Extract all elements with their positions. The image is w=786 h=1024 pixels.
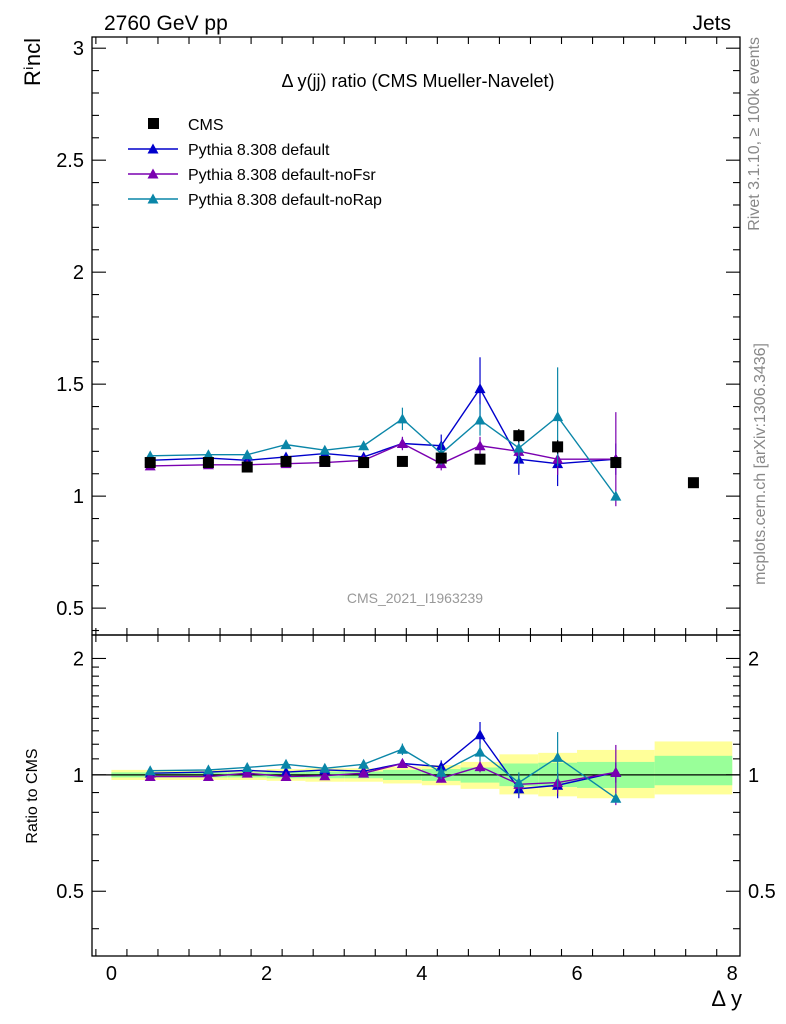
series-point bbox=[202, 449, 214, 460]
ratio-y-tick-label: 2 bbox=[73, 648, 84, 670]
ratio-y-axis-label: Ratio to CMS bbox=[24, 748, 41, 843]
main-ticks: 0.5 1 1.5 2 2.5 3 bbox=[56, 37, 740, 635]
legend-marker bbox=[147, 143, 159, 154]
data-point bbox=[280, 455, 292, 467]
series-point bbox=[241, 449, 253, 460]
series-point bbox=[144, 771, 156, 782]
series-point bbox=[202, 764, 214, 775]
series-point bbox=[358, 767, 370, 778]
series-point bbox=[610, 766, 622, 777]
watermark: CMS_2021_I1963239 bbox=[347, 590, 483, 606]
series-point bbox=[610, 792, 622, 803]
series-line bbox=[150, 442, 616, 467]
series-point bbox=[513, 442, 525, 453]
series-point bbox=[474, 383, 486, 394]
series-point bbox=[435, 766, 447, 777]
data-point bbox=[435, 452, 447, 464]
data-point bbox=[474, 453, 486, 465]
data-point bbox=[687, 477, 699, 489]
legend-marker bbox=[147, 193, 159, 204]
legend-marker bbox=[147, 168, 159, 179]
y-axis-label: Rⁱncl bbox=[20, 38, 45, 86]
series-point bbox=[396, 413, 408, 424]
y-tick-label: 2.5 bbox=[56, 150, 84, 172]
x-tick-label: 4 bbox=[416, 963, 427, 985]
ratio-y-tick-label: 1 bbox=[73, 765, 84, 787]
legend-label: Pythia 8.308 default bbox=[188, 142, 330, 159]
series-point bbox=[474, 746, 486, 757]
series-point bbox=[610, 490, 622, 501]
series-line bbox=[150, 415, 617, 497]
header-right: Jets bbox=[692, 12, 731, 35]
band-inner bbox=[654, 755, 733, 786]
y-tick-label: 0.5 bbox=[56, 598, 84, 620]
series-point bbox=[396, 743, 408, 754]
rivet-label: Rivet 3.1.10, ≥ 100k events bbox=[746, 37, 763, 231]
series-point bbox=[552, 411, 564, 422]
x-tick-label: 0 bbox=[106, 963, 117, 985]
data-point bbox=[358, 457, 370, 469]
series-line bbox=[150, 748, 617, 799]
series-line bbox=[150, 733, 616, 790]
x-tick-label: 6 bbox=[571, 963, 582, 985]
series-point bbox=[474, 729, 486, 740]
series-point bbox=[319, 444, 331, 455]
ratio-panel: 0.5 0.5 1 1 2 2 0 2 4 6 8 Ratio to CMS Δ y bbox=[24, 634, 776, 1011]
header-left: 2760 GeV pp bbox=[104, 12, 228, 35]
series-point bbox=[241, 767, 253, 778]
series-point bbox=[358, 440, 370, 451]
main-panel: 0.5 1 1.5 2 2.5 3 Δ y(jj) ratio (CMS Mueller-… bbox=[20, 36, 741, 636]
series-point bbox=[280, 771, 292, 782]
y-tick-label: 3 bbox=[73, 38, 84, 60]
data-point bbox=[513, 430, 525, 442]
y-tick-label: 1.5 bbox=[56, 374, 84, 396]
ratio-y-tick-label-right: 2 bbox=[748, 648, 759, 670]
series-point bbox=[513, 777, 525, 788]
x-tick-label: 2 bbox=[261, 963, 272, 985]
ratio-y-tick-label-right: 0.5 bbox=[748, 881, 776, 903]
series-point bbox=[280, 758, 292, 769]
data-point bbox=[202, 457, 214, 469]
data-point bbox=[241, 461, 253, 473]
series-point bbox=[319, 762, 331, 773]
series-point bbox=[241, 761, 253, 772]
data-point bbox=[552, 441, 564, 453]
series-point bbox=[319, 770, 331, 781]
data-point bbox=[144, 457, 156, 469]
main-series bbox=[144, 357, 699, 507]
series-point bbox=[396, 757, 408, 768]
ratio-series bbox=[144, 721, 622, 806]
series-point bbox=[474, 440, 486, 451]
y-tick-label: 1 bbox=[73, 486, 84, 508]
series-point bbox=[144, 765, 156, 776]
series-point bbox=[202, 771, 214, 782]
mcplots-label: mcplots.cern.ch [arXiv:1306.3436] bbox=[752, 343, 769, 585]
series-point bbox=[474, 761, 486, 772]
legend-label: Pythia 8.308 default-noFsr bbox=[188, 167, 376, 184]
ratio-ticks: 0.5 0.5 1 1 2 2 0 2 4 6 8 bbox=[56, 635, 776, 985]
series-line bbox=[150, 762, 616, 786]
legend: CMS Pythia 8.308 default Pythia 8.308 defa… bbox=[128, 117, 382, 209]
series-line bbox=[150, 387, 616, 465]
data-point bbox=[610, 457, 622, 469]
series-point bbox=[358, 758, 370, 769]
series-point bbox=[552, 751, 564, 762]
series-point bbox=[474, 414, 486, 425]
main-title: Δ y(jj) ratio (CMS Mueller-Navelet) bbox=[281, 71, 554, 91]
legend-label: Pythia 8.308 default-noRap bbox=[188, 192, 382, 209]
data-point bbox=[319, 455, 331, 467]
ratio-y-tick-label: 0.5 bbox=[56, 881, 84, 903]
series-point bbox=[280, 439, 292, 450]
ratio-frame bbox=[91, 634, 741, 957]
x-axis-label: Δ y bbox=[711, 986, 742, 1011]
x-tick-label: 8 bbox=[727, 963, 738, 985]
y-tick-label: 2 bbox=[73, 262, 84, 284]
series-point bbox=[396, 438, 408, 449]
data-point bbox=[396, 455, 408, 467]
legend-label-cms: CMS bbox=[188, 117, 224, 134]
legend-marker-cms bbox=[148, 118, 159, 129]
ratio-y-tick-label-right: 1 bbox=[748, 765, 759, 787]
